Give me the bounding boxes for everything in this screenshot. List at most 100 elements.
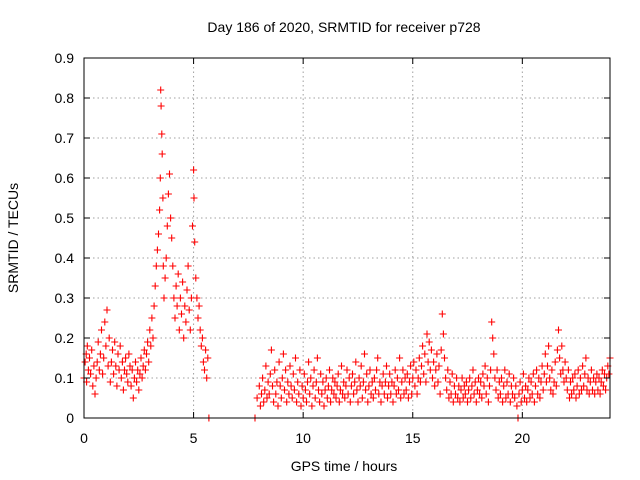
data-point xyxy=(201,366,208,374)
data-point xyxy=(379,370,387,378)
data-point xyxy=(132,358,139,366)
data-point xyxy=(322,374,330,382)
data-point xyxy=(415,354,423,362)
data-point xyxy=(282,366,290,374)
data-point xyxy=(203,374,211,382)
data-point xyxy=(326,366,333,374)
data-point xyxy=(458,374,466,382)
data-point xyxy=(505,370,513,378)
data-point xyxy=(157,102,165,110)
data-point xyxy=(333,382,341,390)
data-point xyxy=(124,378,132,386)
data-point xyxy=(460,382,468,390)
data-point xyxy=(192,274,200,282)
data-point xyxy=(102,342,110,350)
x-tick-label: 10 xyxy=(295,430,311,446)
data-point xyxy=(256,402,264,410)
data-point xyxy=(175,326,183,334)
data-point xyxy=(109,346,116,354)
data-point xyxy=(496,390,504,398)
data-point xyxy=(303,398,310,406)
data-point xyxy=(550,378,558,386)
data-point xyxy=(286,362,294,370)
data-point xyxy=(575,390,583,398)
data-point xyxy=(443,386,451,394)
data-point xyxy=(310,366,318,374)
data-point xyxy=(472,398,480,406)
data-point xyxy=(551,358,559,366)
data-point xyxy=(190,194,198,202)
data-point xyxy=(174,270,182,278)
data-point xyxy=(305,358,313,366)
data-point xyxy=(602,386,610,394)
data-point xyxy=(448,370,456,378)
data-point xyxy=(555,326,562,334)
data-point xyxy=(495,378,503,386)
data-point xyxy=(129,394,137,402)
data-point xyxy=(144,338,152,346)
data-point xyxy=(465,386,473,394)
data-point xyxy=(137,354,145,362)
data-point xyxy=(287,382,295,390)
data-point xyxy=(430,358,438,366)
data-point xyxy=(101,318,109,326)
data-point xyxy=(331,378,339,386)
data-point xyxy=(162,254,170,262)
x-tick-label: 5 xyxy=(190,430,198,446)
data-point xyxy=(372,386,379,394)
data-point xyxy=(436,390,444,398)
data-point xyxy=(493,366,501,374)
data-point xyxy=(582,354,590,362)
data-point xyxy=(93,358,101,366)
data-point xyxy=(330,390,338,398)
data-point xyxy=(562,374,570,382)
data-point xyxy=(171,314,179,322)
data-point xyxy=(366,366,374,374)
data-point xyxy=(304,378,311,386)
data-point xyxy=(374,354,382,362)
data-point xyxy=(323,394,331,402)
data-point xyxy=(351,378,359,386)
data-point xyxy=(311,394,319,402)
data-point xyxy=(549,390,557,398)
data-point xyxy=(316,398,324,406)
data-point xyxy=(484,398,492,406)
data-point xyxy=(384,394,391,402)
data-point xyxy=(296,366,304,374)
data-point xyxy=(532,382,539,390)
data-point xyxy=(393,374,401,382)
data-point xyxy=(186,326,194,334)
data-point xyxy=(389,398,397,406)
data-point xyxy=(277,394,285,402)
data-point xyxy=(536,394,544,402)
data-point xyxy=(462,378,470,386)
data-point xyxy=(199,358,207,366)
data-point xyxy=(118,358,126,366)
data-point xyxy=(486,382,493,390)
data-point xyxy=(276,382,284,390)
data-point xyxy=(534,390,542,398)
data-point xyxy=(275,358,283,366)
data-point xyxy=(449,398,457,406)
data-point xyxy=(358,394,366,402)
data-point xyxy=(598,366,606,374)
data-point xyxy=(81,358,89,366)
data-point xyxy=(492,386,500,394)
data-point xyxy=(272,390,280,398)
data-point xyxy=(83,342,91,350)
data-point xyxy=(438,310,446,318)
data-point xyxy=(580,382,588,390)
data-point xyxy=(308,402,316,410)
data-point xyxy=(477,378,485,386)
data-point xyxy=(193,294,201,302)
data-point xyxy=(92,374,100,382)
data-point xyxy=(253,394,261,402)
data-point xyxy=(135,386,143,394)
data-point xyxy=(365,382,373,390)
data-point xyxy=(498,374,505,382)
data-point xyxy=(166,170,173,178)
data-point xyxy=(159,194,167,202)
data-point xyxy=(404,394,412,402)
data-point xyxy=(299,394,307,402)
data-point xyxy=(148,314,156,322)
